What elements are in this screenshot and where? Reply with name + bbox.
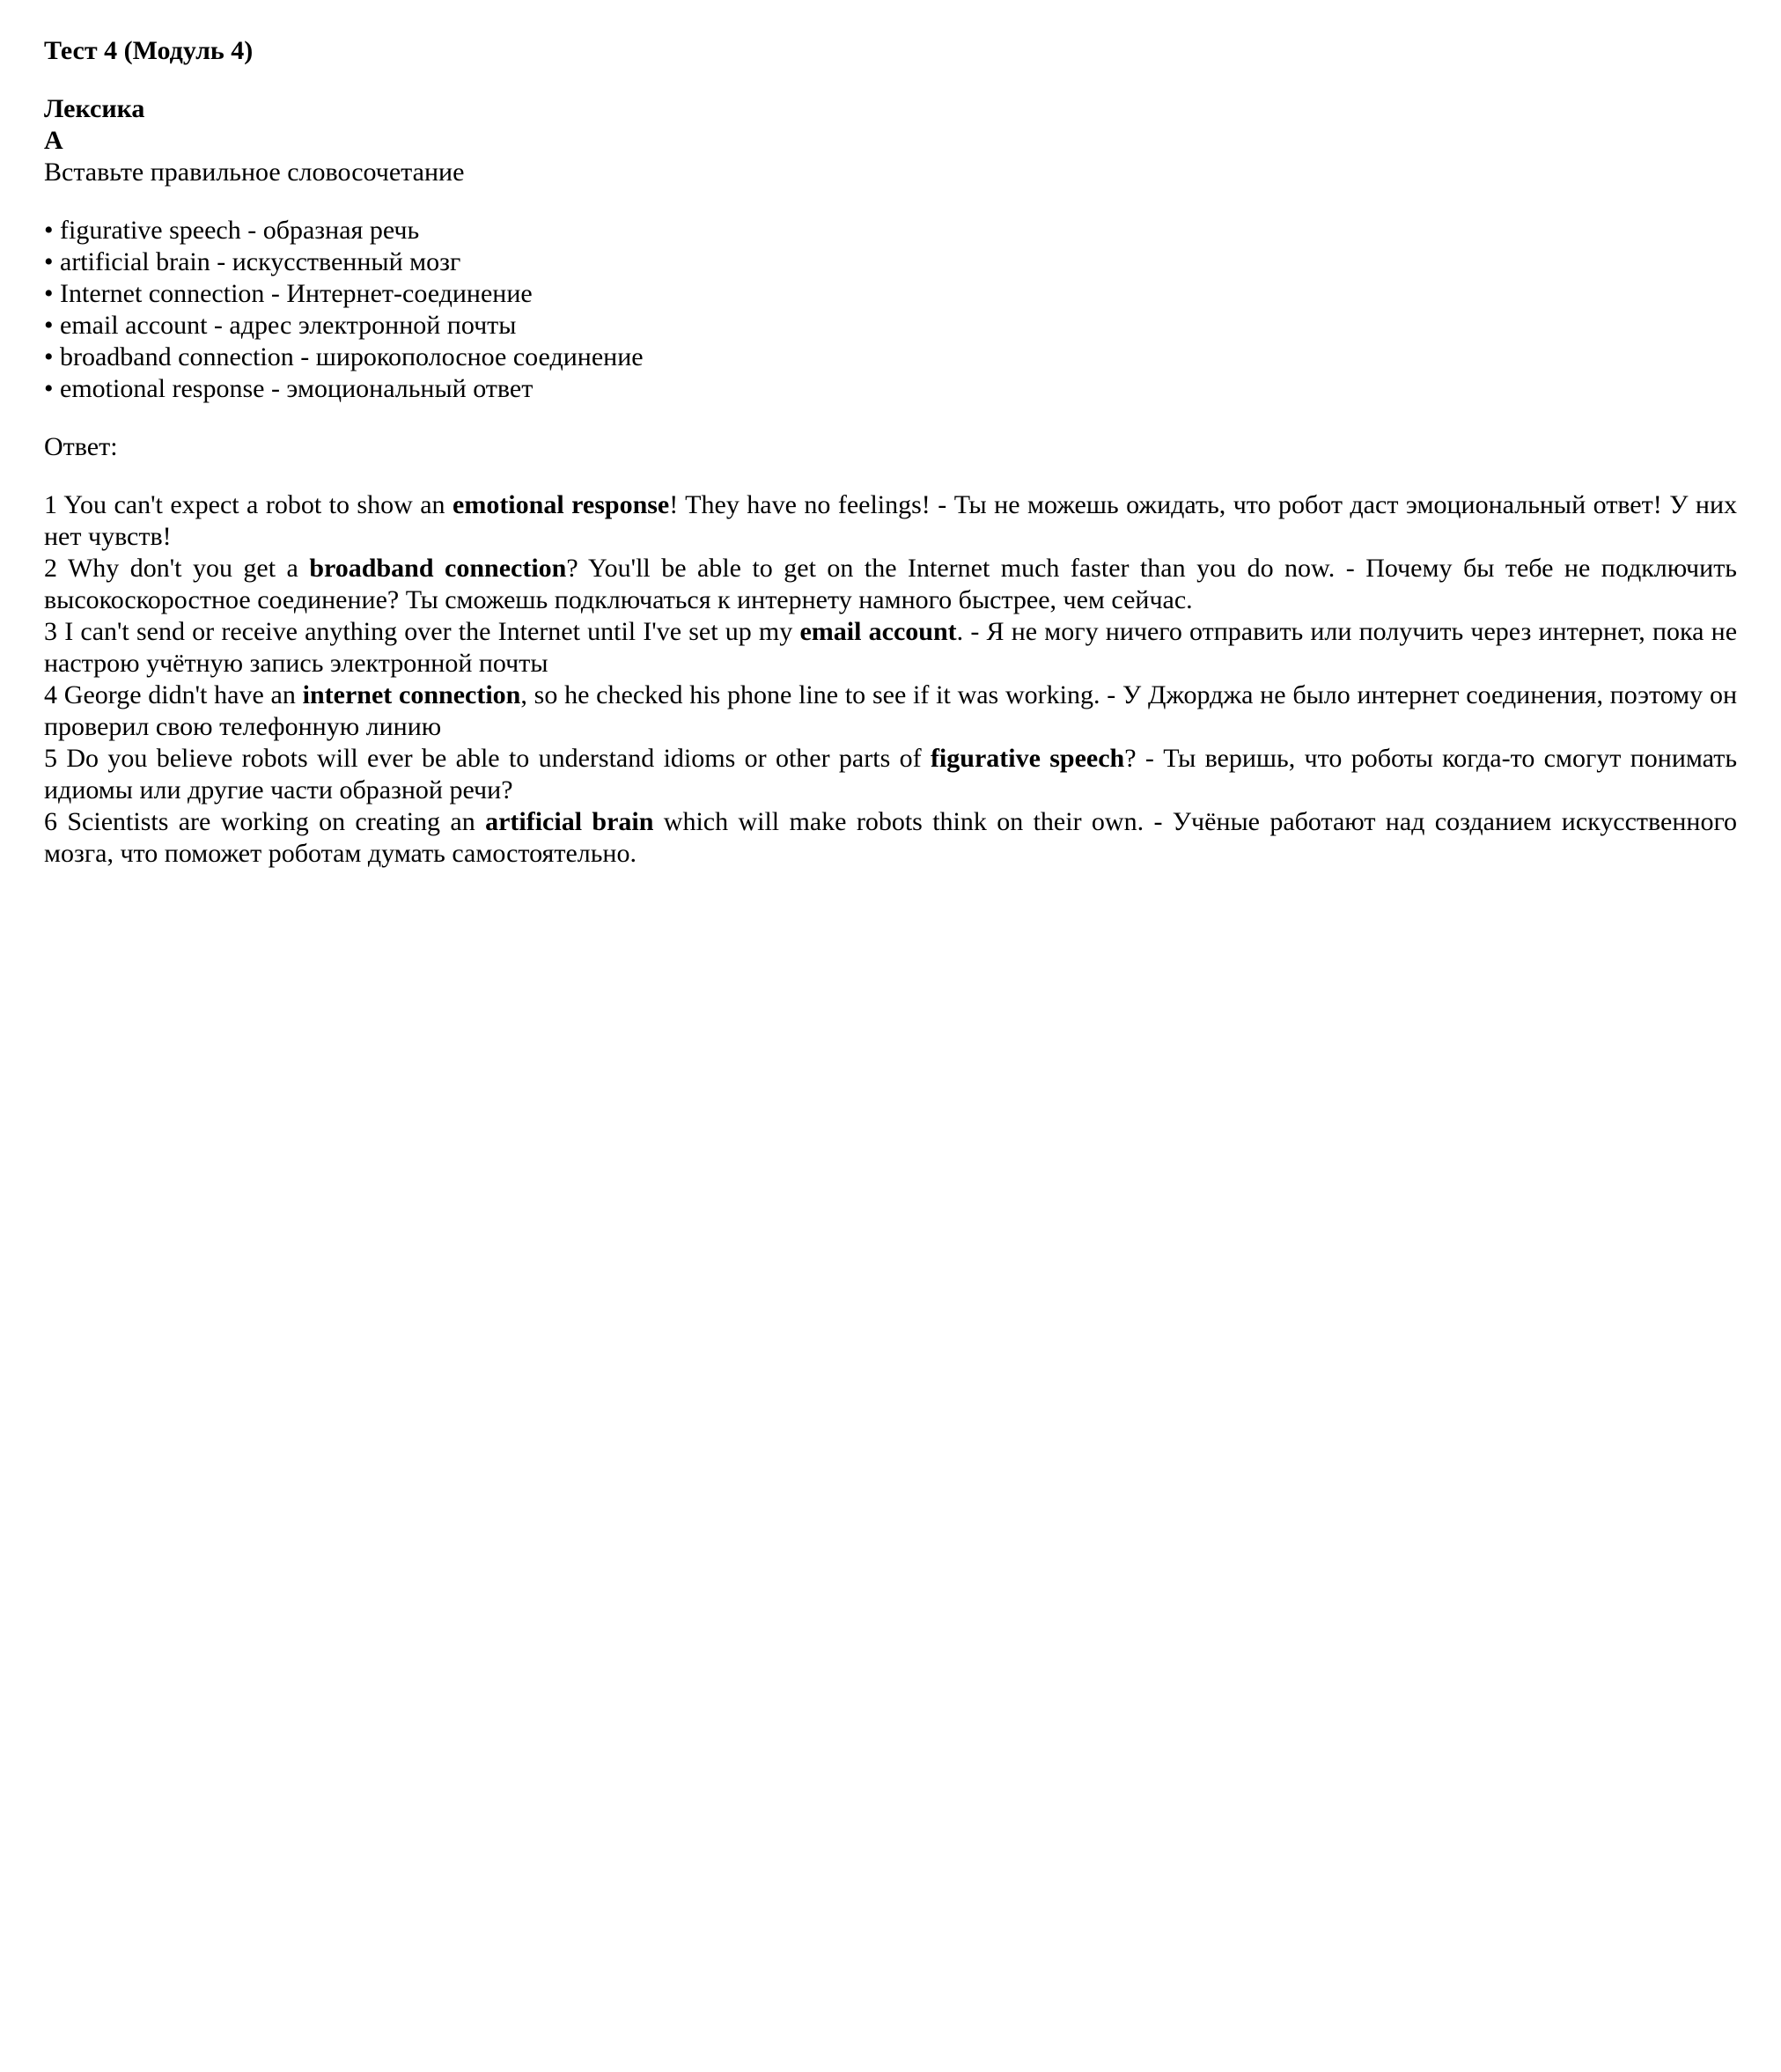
- vocab-item: • figurative speech - образная речь: [44, 215, 1737, 246]
- section-letter: А: [44, 125, 1737, 157]
- answer-num: 3: [44, 617, 57, 646]
- answer-num: 6: [44, 807, 57, 836]
- answer-bold: broadband connection: [309, 554, 566, 583]
- answer-item: 6 Scientists are working on creating an …: [44, 806, 1737, 870]
- answer-label: Ответ:: [44, 431, 1737, 463]
- section-subtitle: Лексика: [44, 93, 1737, 125]
- answer-num: 2: [44, 554, 57, 583]
- answer-item: 5 Do you believe robots will ever be abl…: [44, 743, 1737, 806]
- instruction: Вставьте правильное словосочетание: [44, 157, 1737, 188]
- vocab-item: • broadband connection - широкополосное …: [44, 342, 1737, 373]
- answer-pre: I can't send or receive anything over th…: [64, 617, 799, 646]
- answer-num: 4: [44, 680, 57, 709]
- vocab-item: • Internet connection - Интернет-соедине…: [44, 278, 1737, 310]
- answer-pre: Scientists are working on creating an: [67, 807, 485, 836]
- answer-bold: email account: [799, 617, 956, 646]
- answer-num: 1: [44, 490, 57, 519]
- answer-pre: George didn't have an: [64, 680, 303, 709]
- vocab-item: • emotional response - эмоциональный отв…: [44, 373, 1737, 405]
- answer-item: 4 George didn't have an internet connect…: [44, 680, 1737, 743]
- test-title: Тест 4 (Модуль 4): [44, 35, 1737, 67]
- answer-bold: internet connection: [303, 680, 521, 709]
- vocab-item: • artificial brain - искусственный мозг: [44, 246, 1737, 278]
- answer-item: 1 You can't expect a robot to show an em…: [44, 489, 1737, 553]
- answer-pre: Why don't you get a: [68, 554, 309, 583]
- vocab-list: • figurative speech - образная речь • ar…: [44, 215, 1737, 405]
- answer-num: 5: [44, 744, 57, 773]
- vocab-item: • email account - адрес электронной почт…: [44, 310, 1737, 342]
- answer-bold: figurative speech: [931, 744, 1124, 773]
- answer-item: 2 Why don't you get a broadband connecti…: [44, 553, 1737, 616]
- answer-bold: emotional response: [453, 490, 669, 519]
- answer-pre: You can't expect a robot to show an: [63, 490, 453, 519]
- answer-item: 3 I can't send or receive anything over …: [44, 616, 1737, 680]
- answer-bold: artificial brain: [485, 807, 653, 836]
- answer-pre: Do you believe robots will ever be able …: [66, 744, 931, 773]
